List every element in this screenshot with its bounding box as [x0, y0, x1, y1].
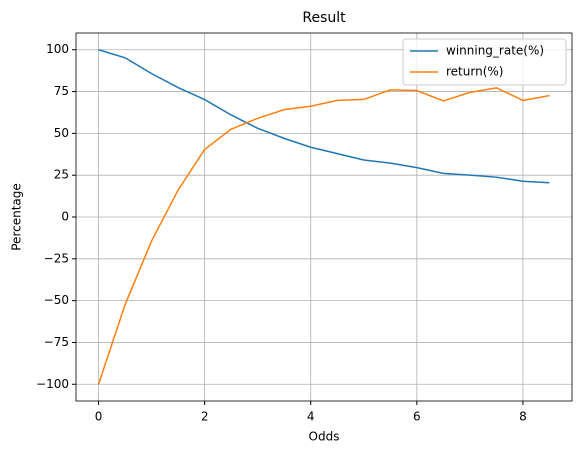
x-tick-label: 4	[307, 410, 315, 424]
y-axis-label: Percentage	[10, 183, 24, 251]
line-series	[97, 87, 550, 385]
y-tick-label: 25	[54, 168, 69, 182]
y-tick-label: −75	[44, 335, 69, 349]
y-tick-label: 100	[46, 42, 69, 56]
y-tick-label: 75	[54, 84, 69, 98]
x-axis-label: Odds	[309, 430, 340, 444]
x-tick-label: 0	[95, 410, 103, 424]
legend-label: winning_rate(%)	[446, 44, 544, 58]
line-series	[98, 49, 550, 184]
x-tick-label: 2	[201, 410, 209, 424]
y-tick-label: 0	[61, 210, 69, 224]
y-tick-label: −100	[36, 377, 69, 391]
legend-label: return(%)	[446, 65, 503, 79]
legend-box	[402, 38, 567, 86]
y-tick-label: 50	[54, 126, 69, 140]
chart-title: Result	[302, 10, 346, 26]
x-tick-label: 6	[413, 410, 421, 424]
plot-frame	[75, 32, 573, 402]
y-tick-label: −50	[44, 293, 69, 307]
y-tick-label: −25	[44, 251, 69, 265]
x-tick-label: 8	[519, 410, 527, 424]
